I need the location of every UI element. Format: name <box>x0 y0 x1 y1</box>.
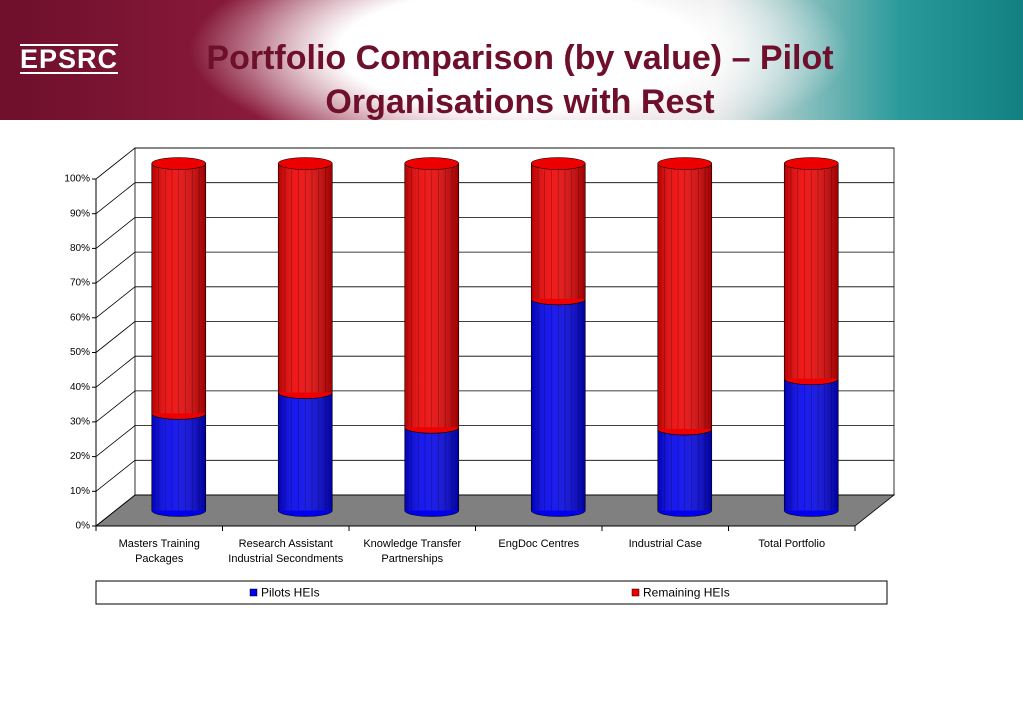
cylinder-shade <box>531 298 586 511</box>
grid-line <box>95 286 136 319</box>
cylinder-shade <box>404 163 459 428</box>
x-tick-label: Masters Training Packages <box>118 538 200 565</box>
cylinder-shade <box>278 392 333 511</box>
cylinder-top <box>530 157 586 170</box>
cylinder-top <box>783 157 839 170</box>
legend-label: Pilots HEIs <box>261 586 320 600</box>
legend-box <box>95 580 888 605</box>
cylinder-shade <box>657 428 712 511</box>
legend-swatch <box>249 588 258 597</box>
grid-line <box>95 355 136 388</box>
cylinder-shade <box>404 427 459 511</box>
grid-line <box>95 182 136 215</box>
logo: EPSRC <box>20 44 119 74</box>
y-tick-label: 90% <box>70 208 90 219</box>
chart-title: Portfolio Comparison (by value) – Pilot … <box>206 39 834 121</box>
cylinder-segment <box>151 157 207 420</box>
cylinder-top <box>657 157 713 170</box>
cylinder-shade <box>531 163 586 299</box>
grid-line <box>95 425 136 457</box>
cylinder-segment <box>657 157 713 436</box>
cylinder-segment <box>151 407 207 517</box>
cylinder-segment <box>277 386 333 517</box>
cylinder-segment <box>530 157 586 306</box>
cylinder-shade <box>784 163 839 379</box>
y-tick-label: 0% <box>76 521 91 532</box>
cylinder-segment <box>530 292 586 517</box>
x-tick-label: Knowledge Transfer Partnerships <box>363 538 462 565</box>
grid-line <box>95 217 136 249</box>
legend-swatch <box>631 588 640 597</box>
x-tick-label: Industrial Case <box>628 538 702 550</box>
y-tick-label: 100% <box>64 174 90 185</box>
grid-line <box>95 459 136 492</box>
header-banner: EPSRC <box>0 0 1023 120</box>
y-tick-label: 40% <box>70 382 90 393</box>
y-tick-label: 60% <box>70 312 90 323</box>
cylinder-shade <box>784 378 839 511</box>
grid-line <box>95 251 136 284</box>
legend-label: Remaining HEIs <box>643 586 730 600</box>
y-tick-label: 50% <box>70 347 90 358</box>
y-tick-label: 80% <box>70 243 90 254</box>
grid-line <box>95 494 136 527</box>
cylinder-segment <box>404 420 460 517</box>
cylinder-top <box>404 157 460 170</box>
x-tick-label: Total Portfolio <box>758 538 826 550</box>
cylinder-segment <box>783 372 839 517</box>
y-tick-label: 70% <box>70 278 90 289</box>
cylinder-segment <box>783 157 839 385</box>
cylinder-segment <box>404 157 460 434</box>
cylinder-shade <box>657 163 712 429</box>
grid-line <box>95 147 136 180</box>
cylinder-top <box>151 157 207 170</box>
cylinder-segment <box>657 422 713 517</box>
cylinder-top <box>277 157 333 170</box>
y-tick-label: 30% <box>70 417 90 428</box>
cylinder-shade <box>278 163 333 393</box>
y-tick-label: 10% <box>70 486 90 497</box>
x-tick-label: Research Assistant Industrial Secondment… <box>228 538 344 565</box>
y-tick-label: 20% <box>70 451 90 462</box>
cylinder-shade <box>151 413 206 511</box>
floor <box>94 494 896 527</box>
grid-line <box>95 390 136 423</box>
cylinder-shade <box>151 163 206 414</box>
cylinder-segment <box>277 157 333 399</box>
x-tick-label: EngDoc Centres <box>498 538 580 550</box>
grid-line <box>95 321 136 353</box>
